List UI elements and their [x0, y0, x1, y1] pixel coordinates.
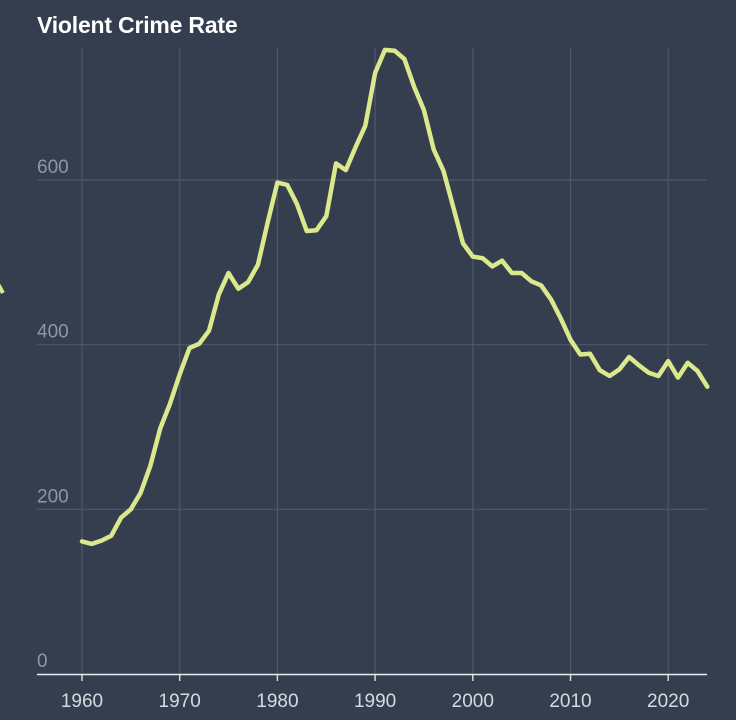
offscreen-series-fragment — [0, 283, 5, 294]
series-line — [79, 47, 710, 547]
x-tick-label: 2020 — [647, 691, 689, 712]
y-tick-label: 200 — [37, 486, 69, 507]
x-axis-ticks: 1960 1970 1980 1990 2000 2010 2020 — [61, 674, 689, 712]
x-tick-label: 1980 — [256, 691, 298, 712]
x-tick-label: 2010 — [549, 691, 591, 712]
y-tick-label: 600 — [37, 157, 69, 178]
horizontal-gridlines — [37, 179, 707, 510]
chart-title: Violent Crime Rate — [37, 12, 238, 38]
y-tick-label: 0 — [37, 651, 48, 672]
x-tick-label: 1990 — [354, 691, 396, 712]
vertical-gridlines — [81, 48, 669, 674]
x-tick-label: 1960 — [61, 691, 103, 712]
x-tick-label: 1970 — [159, 691, 201, 712]
y-tick-label: 400 — [37, 322, 69, 343]
x-tick-label: 2000 — [452, 691, 494, 712]
y-axis-ticks: 0 200 400 600 — [37, 157, 69, 672]
